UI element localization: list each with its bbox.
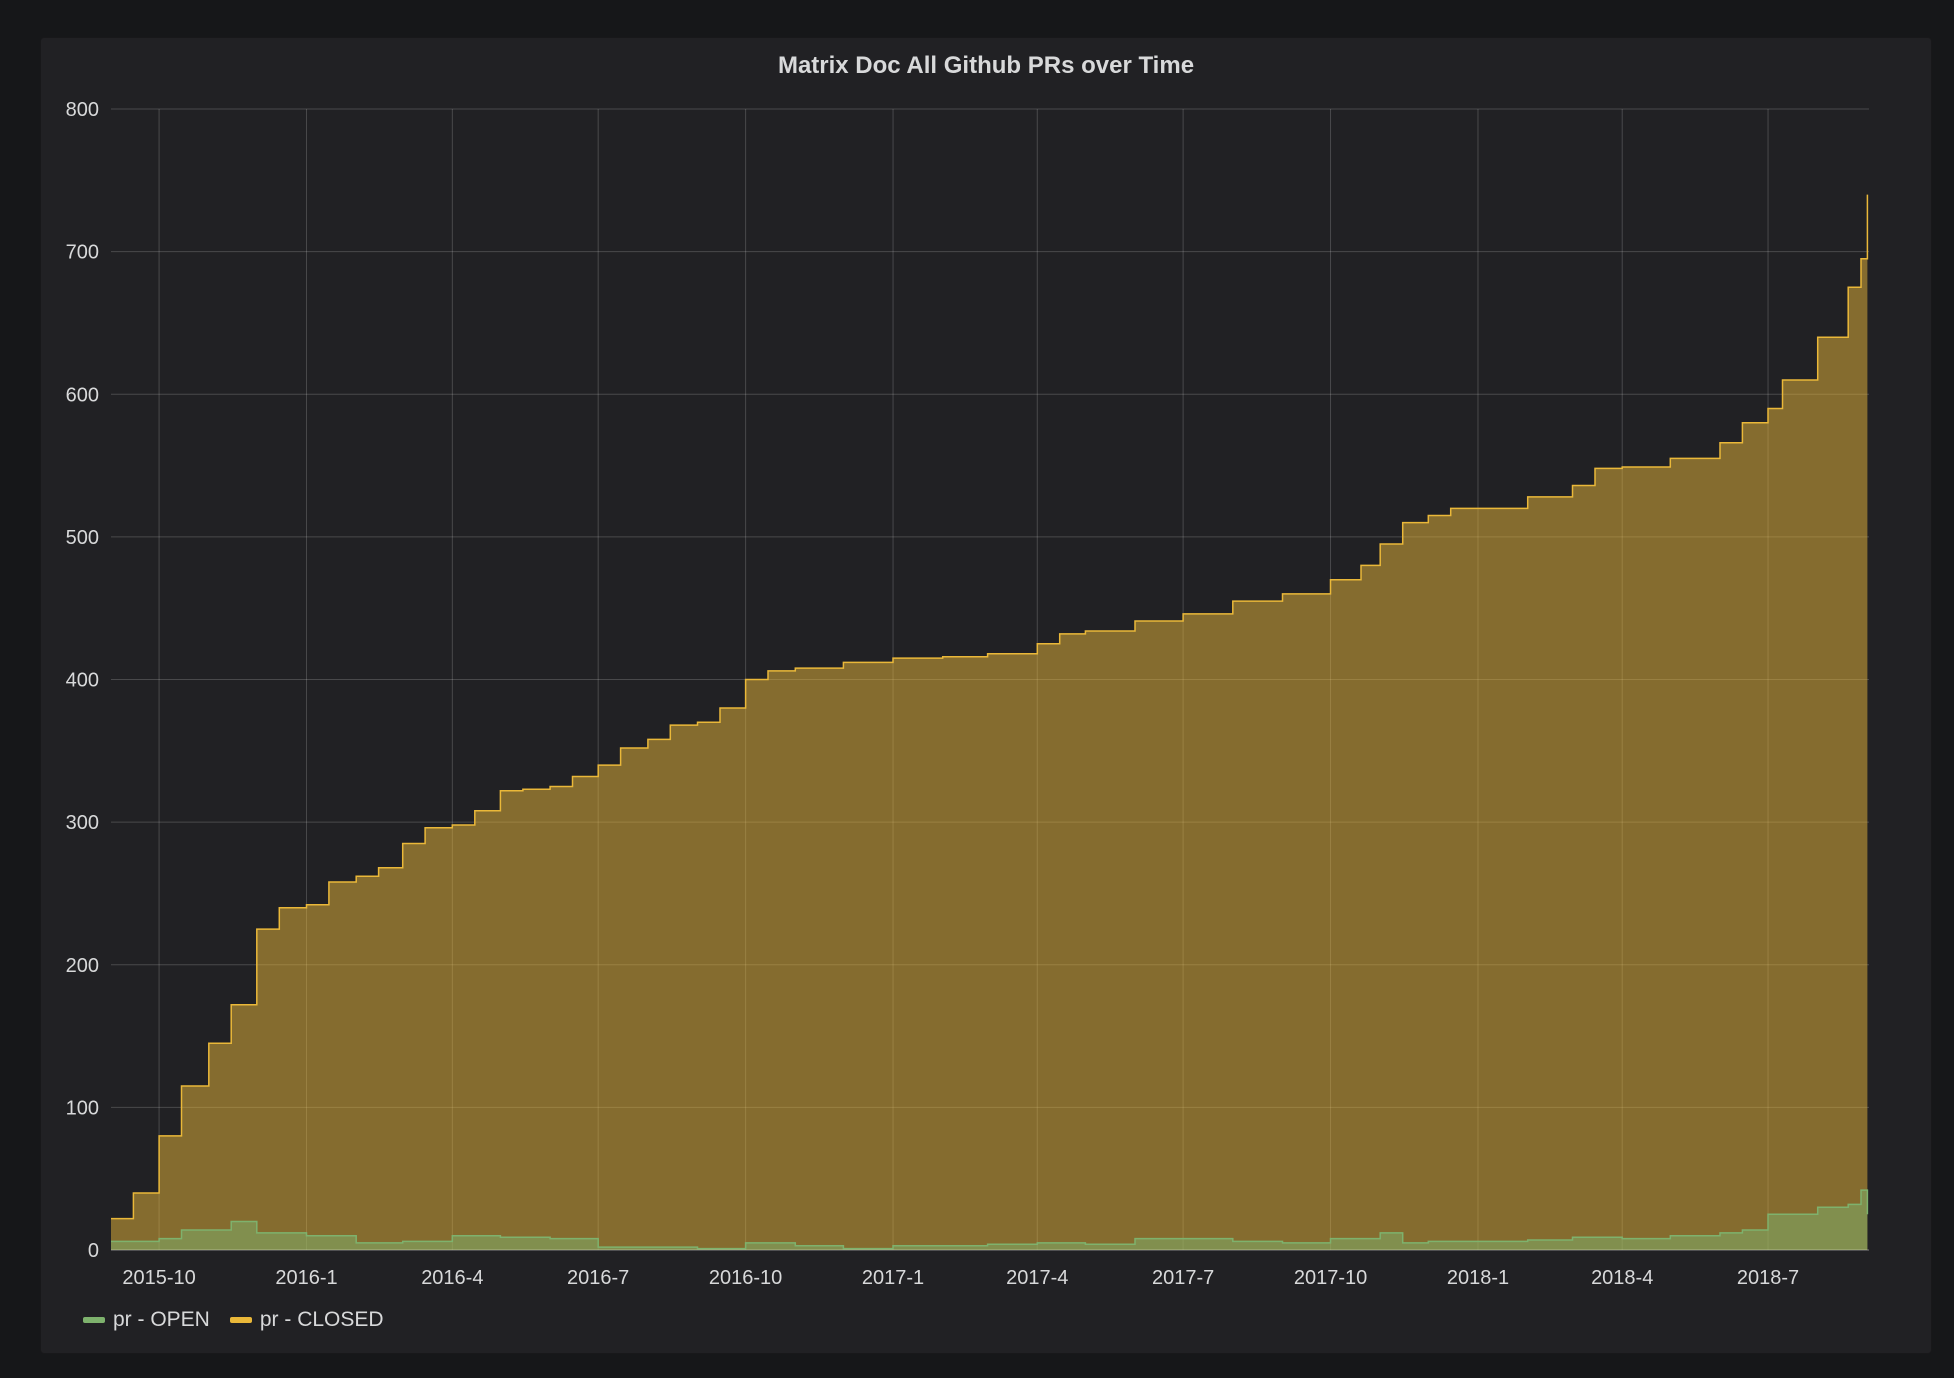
x-tick-label: 2018-4	[1591, 1267, 1653, 1289]
y-tick-label: 700	[66, 242, 99, 264]
x-tick-label: 2016-10	[709, 1267, 782, 1289]
y-tick-label: 100	[66, 1097, 99, 1119]
series-line-pr-open	[111, 1189, 1869, 1250]
x-tick-label: 2018-7	[1737, 1267, 1799, 1289]
x-tick-label: 2017-4	[1006, 1267, 1068, 1289]
legend-label-closed: pr - CLOSED	[259, 1308, 384, 1331]
legend-label-open: pr - OPEN	[113, 1308, 210, 1331]
chart-title[interactable]: Matrix Doc All Github PRs over Time	[777, 52, 1195, 79]
x-tick-label: 2015-10	[122, 1267, 195, 1289]
legend-swatch-closed	[229, 1317, 252, 1323]
y-tick-label: 500	[66, 527, 99, 549]
legend: pr - OPEN pr - CLOSED	[83, 1308, 384, 1332]
series-area-pr-closed	[111, 194, 1868, 1251]
y-tick-label: 200	[66, 955, 99, 977]
y-tick-label: 400	[66, 670, 99, 692]
x-tick-label: 2017-7	[1152, 1267, 1214, 1289]
chart-svg: 0 100 200 300 400 500 600 700 800 2015-10 2016-1 20…	[66, 99, 1869, 1289]
graph-panel: Matrix Doc All Github PRs over Time 0 100…	[40, 37, 1932, 1354]
x-tick-label: 2017-10	[1294, 1267, 1367, 1289]
series-area-pr-open	[111, 1190, 1868, 1250]
x-tick-label: 2016-1	[275, 1267, 337, 1289]
y-tick-label: 0	[88, 1240, 99, 1262]
y-tick-label: 600	[66, 384, 99, 406]
series-line-pr-closed	[111, 194, 1869, 1220]
x-tick-label: 2016-7	[567, 1267, 629, 1289]
legend-item-closed[interactable]: pr - CLOSED	[229, 1308, 384, 1332]
legend-item-open[interactable]: pr - OPEN	[83, 1308, 210, 1332]
y-tick-label: 300	[66, 812, 99, 834]
x-tick-label: 2016-4	[421, 1267, 483, 1289]
x-tick-label: 2017-1	[862, 1267, 924, 1289]
legend-swatch-open	[83, 1317, 105, 1323]
y-tick-label: 800	[66, 99, 99, 121]
x-tick-label: 2018-1	[1447, 1267, 1509, 1289]
